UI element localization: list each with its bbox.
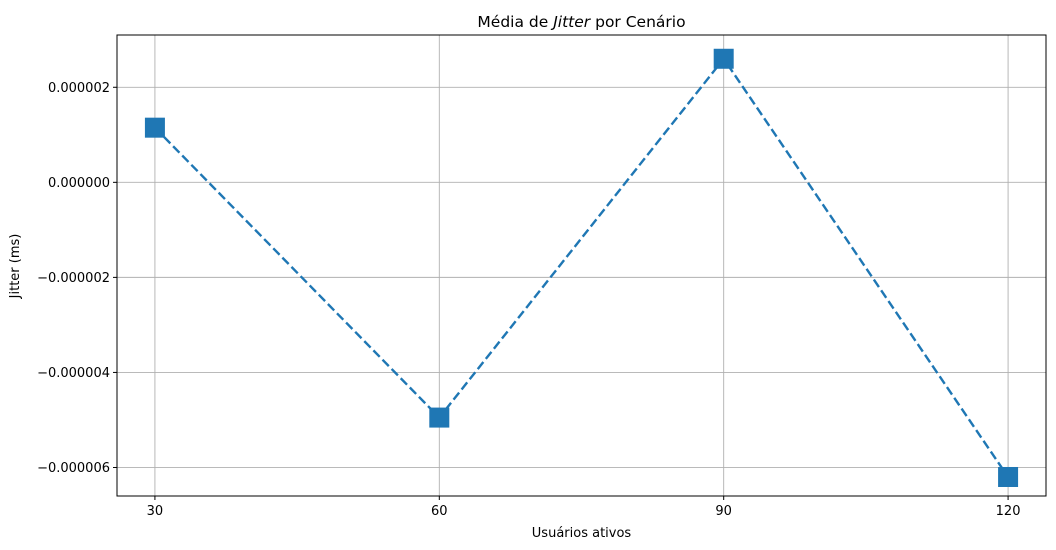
- plot-frame: [116, 34, 1047, 497]
- series-line: [154, 56, 1010, 478]
- data-point-marker: [429, 407, 450, 428]
- chart-title: Média de Jitter por Cenário: [477, 13, 685, 31]
- y-tick-label: −0.000004: [37, 366, 110, 381]
- data-point-marker: [713, 48, 734, 69]
- y-axis-label: Jitter (ms): [8, 234, 23, 300]
- y-tick-label: 0.000002: [48, 81, 110, 96]
- y-tick-label: −0.000006: [37, 461, 110, 476]
- x-tick-label: 60: [431, 504, 448, 519]
- grid: [117, 35, 1046, 496]
- x-tick-label: 120: [996, 504, 1021, 519]
- data-point-marker: [998, 466, 1019, 487]
- ticks: 30 60 90 120 0.000002 0.000000 −0.000002 −0.000…: [37, 81, 1020, 519]
- x-tick-label: 90: [715, 504, 732, 519]
- y-tick-label: 0.000000: [48, 176, 110, 191]
- x-axis-label: Usuários ativos: [532, 526, 632, 541]
- data-point-marker: [144, 117, 165, 138]
- x-tick-label: 30: [147, 504, 164, 519]
- series: [144, 48, 1019, 487]
- y-tick-label: −0.000002: [37, 271, 110, 286]
